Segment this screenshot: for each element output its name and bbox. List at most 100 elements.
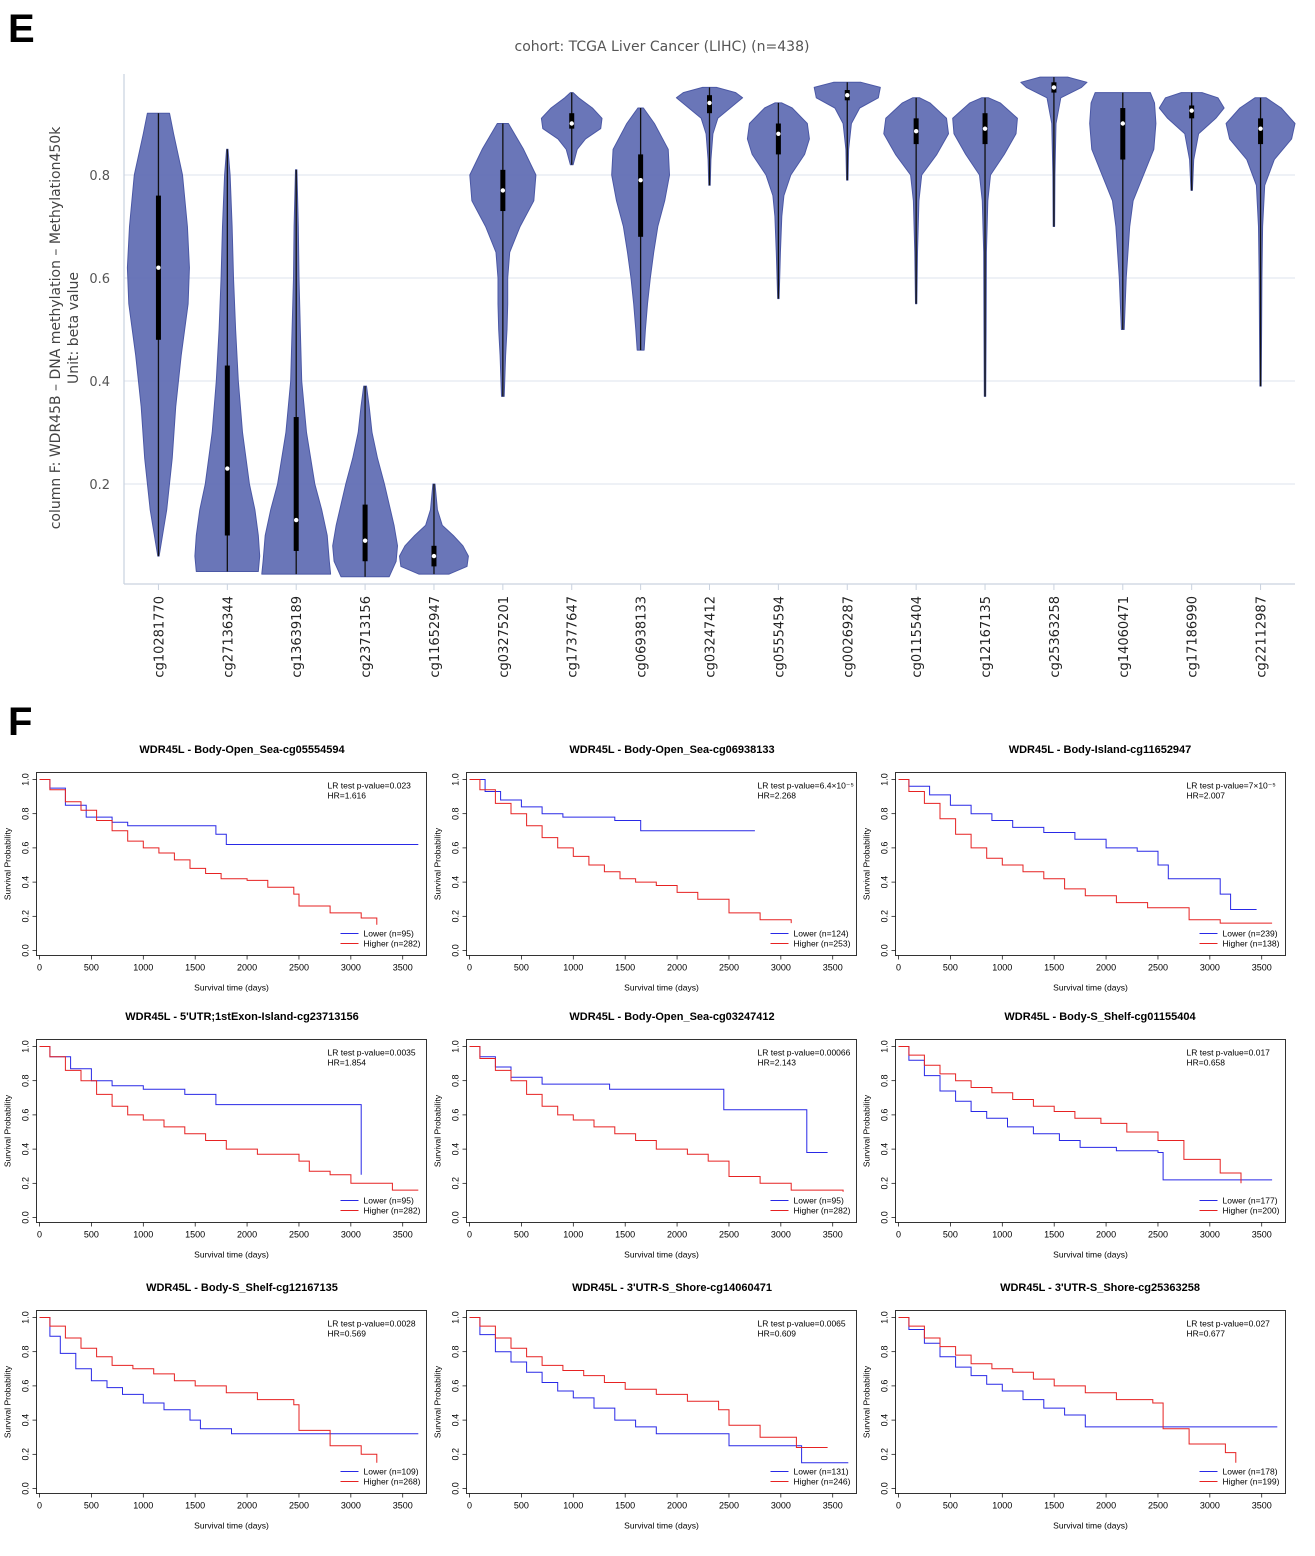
km-y-tick-label: 1.0 <box>880 1311 890 1324</box>
km-x-tick-label: 3500 <box>1252 1230 1272 1240</box>
km-legend: Lower (n=95)Higher (n=282) <box>770 1196 851 1216</box>
km-legend: Lower (n=109)Higher (n=268) <box>340 1467 421 1487</box>
km-x-tick-label: 2000 <box>667 963 687 973</box>
km-y-tick-label: 0.0 <box>21 1211 31 1224</box>
km-x-tick-label: 1500 <box>1044 963 1064 973</box>
km-title: WDR45L - 3'UTR-S_Shore-cg25363258 <box>1000 1282 1200 1294</box>
km-pvalue: LR test p-value=0.0035 <box>328 1048 416 1058</box>
km-legend: Lower (n=95)Higher (n=282) <box>340 929 421 949</box>
km-curve-lower <box>898 1046 1273 1181</box>
km-y-tick-label: 0.2 <box>451 910 461 923</box>
km-legend-lower-label: Lower (n=131) <box>794 1467 849 1477</box>
km-legend-higher-label: Higher (n=246) <box>794 1477 851 1487</box>
km-legend-higher-label: Higher (n=253) <box>794 939 851 949</box>
km-legend-lower-label: Lower (n=95) <box>364 929 414 939</box>
km-y-axis-label: Survival Probability <box>862 1094 872 1167</box>
violin-x-tick-labels: cg10281770 cg27136344 cg13639189 cg23713156… <box>152 596 1269 678</box>
violin-median <box>845 92 850 98</box>
km-x-tick-label: 3500 <box>393 1501 413 1511</box>
km-x-tick-label: 1500 <box>615 1230 635 1240</box>
violin-cg05554594 <box>746 102 810 590</box>
violin-iqr-box <box>638 154 644 237</box>
km-pvalue: LR test p-value=0.023 <box>328 781 412 791</box>
violin-iqr-box <box>775 123 781 155</box>
km-y-tick-label: 0.8 <box>21 1074 31 1087</box>
km-y-tick-label: 0.0 <box>451 1482 461 1495</box>
km-y-tick-label: 0.4 <box>451 876 461 889</box>
km-legend-lower-label: Lower (n=239) <box>1223 929 1278 939</box>
km-curve-lower <box>898 779 1257 910</box>
km-y-tick-label: 0.8 <box>880 1345 890 1358</box>
km-x-tick-label: 500 <box>943 1501 958 1511</box>
violin-iqr-box <box>293 417 299 551</box>
km-y-axis-label: Survival Probability <box>862 827 872 900</box>
km-plot-area: 0.0 0.2 0.4 0.6 0.8 1.0 0 500 1000 1500 2000 2500 30… <box>3 1040 421 1259</box>
km-x-tick-label: 1000 <box>563 1501 583 1511</box>
km-y-tick-label: 1.0 <box>21 1311 31 1324</box>
violin-median <box>776 131 781 136</box>
km-curve-higher <box>898 1046 1242 1184</box>
km-legend-higher-label: Higher (n=268) <box>364 1477 421 1487</box>
violin-median <box>1258 126 1263 131</box>
km-y-tick-label: 0.0 <box>880 944 890 957</box>
km-y-tick-label: 0.4 <box>21 1414 31 1427</box>
km-x-axis-label: Survival time (days) <box>194 1521 269 1531</box>
violin-x-tick-label: cg10281770 <box>152 596 167 678</box>
km-x-tick-label: 0 <box>896 1501 901 1511</box>
km-panel-9: WDR45L - 3'UTR-S_Shore-cg253632580.00.20… <box>862 1282 1286 1531</box>
km-legend-lower-label: Lower (n=124) <box>794 929 849 939</box>
km-x-tick-label: 0 <box>467 1501 472 1511</box>
km-x-tick-label: 3500 <box>823 1501 843 1511</box>
km-x-tick-label: 0 <box>37 963 42 973</box>
km-y-tick-label: 0.0 <box>451 1211 461 1224</box>
km-hazard-ratio: HR=0.677 <box>1187 1329 1226 1339</box>
violin-cg06938133 <box>611 107 670 590</box>
km-y-tick-label: 0.8 <box>880 807 890 820</box>
km-y-tick-label: 0.6 <box>21 842 31 855</box>
violin-median <box>362 538 368 543</box>
km-x-tick-label: 500 <box>943 1230 958 1240</box>
km-plot-frame <box>36 772 427 956</box>
violin-x-tick-label: cg17186990 <box>1186 596 1201 678</box>
km-curve-lower <box>898 1317 1278 1428</box>
km-y-tick-label: 0.2 <box>451 1177 461 1190</box>
km-x-tick-label: 3000 <box>341 1501 361 1511</box>
violin-median <box>500 188 506 193</box>
km-y-tick-label: 0.6 <box>451 1380 461 1393</box>
km-curve-lower <box>469 1046 828 1153</box>
km-x-tick-label: 0 <box>896 1230 901 1240</box>
km-pvalue: LR test p-value=0.0065 <box>758 1319 846 1329</box>
violin-cg01155404 <box>883 97 949 590</box>
km-y-axis-label: Survival Probability <box>3 827 13 900</box>
km-y-tick-label: 1.0 <box>21 773 31 786</box>
km-y-tick-label: 0.2 <box>21 1177 31 1190</box>
km-x-tick-label: 0 <box>467 963 472 973</box>
km-plot-area: 0.0 0.2 0.4 0.6 0.8 1.0 0 500 1000 1500 2000 2500 30… <box>862 773 1280 992</box>
km-x-tick-label: 3000 <box>1200 1501 1220 1511</box>
violin-x-tick-label: cg12167135 <box>979 596 994 678</box>
km-pvalue: LR test p-value=0.0028 <box>328 1319 416 1329</box>
km-y-tick-label: 0.0 <box>880 1482 890 1495</box>
km-x-tick-label: 500 <box>514 1230 529 1240</box>
violin-iqr-box <box>362 504 368 562</box>
violin-cg12167135 <box>952 97 1018 590</box>
km-curve-lower <box>39 779 419 845</box>
violin-cg03247412 <box>675 86 744 590</box>
km-y-tick-label: 1.0 <box>451 773 461 786</box>
km-legend-higher-label: Higher (n=200) <box>1223 1206 1280 1216</box>
km-title: WDR45L - Body-S_Shelf-cg12167135 <box>146 1282 338 1294</box>
km-x-tick-label: 2000 <box>667 1230 687 1240</box>
violin-median <box>638 177 643 183</box>
km-legend: Lower (n=95)Higher (n=282) <box>340 1196 421 1216</box>
km-x-tick-label: 1500 <box>615 963 635 973</box>
violin-median <box>1120 121 1125 126</box>
km-curve-higher <box>898 1317 1237 1463</box>
km-legend-higher-label: Higher (n=138) <box>1223 939 1280 949</box>
violin-median <box>1189 108 1194 113</box>
violin-iqr-box <box>1258 118 1264 145</box>
km-plot-area: 0.0 0.2 0.4 0.6 0.8 1.0 0 500 1000 1500 2000 2500 30… <box>3 773 421 992</box>
km-title: WDR45L - 3'UTR-S_Shore-cg14060471 <box>572 1282 772 1294</box>
km-y-tick-label: 0.4 <box>451 1414 461 1427</box>
violin-cg11652947 <box>399 483 469 590</box>
